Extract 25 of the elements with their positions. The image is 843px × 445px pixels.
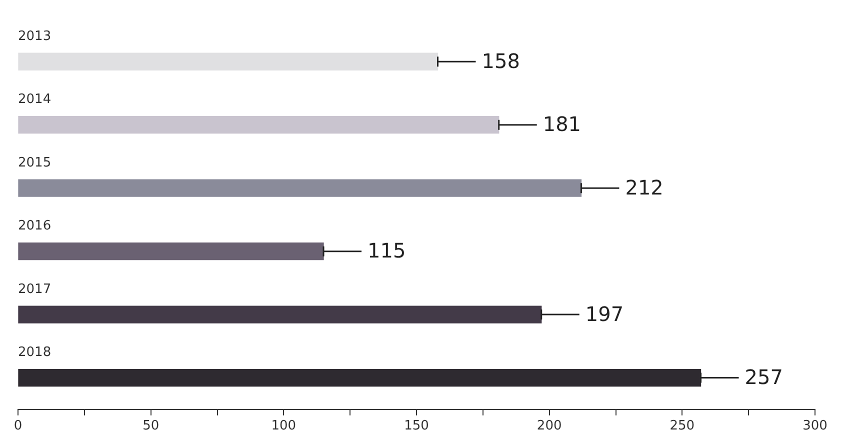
data-label: 257 (744, 364, 783, 389)
data-label: 115 (368, 238, 406, 263)
y-tick-label: 2016 (18, 218, 52, 234)
bar (18, 242, 324, 260)
x-tick-label: 250 (670, 418, 695, 434)
data-label: 197 (585, 302, 624, 326)
y-tick-label: 2014 (18, 92, 52, 108)
x-tick-label: 200 (536, 418, 562, 434)
x-tick-label: 150 (404, 418, 429, 434)
y-tick-label: 2013 (18, 28, 52, 44)
bar (18, 368, 702, 387)
data-label: 158 (482, 48, 520, 73)
bar (18, 306, 542, 324)
data-label: 212 (625, 175, 664, 200)
bar (18, 116, 500, 134)
data-label: 181 (542, 112, 582, 136)
y-tick-label: 2017 (18, 282, 52, 297)
bar (18, 179, 582, 197)
bar (18, 52, 438, 70)
x-tick-label: 100 (271, 418, 296, 434)
x-tick-label: 0 (14, 418, 22, 434)
x-tick-label: 300 (802, 418, 828, 434)
x-tick-label: 50 (142, 418, 160, 434)
y-tick-label: 2015 (18, 155, 52, 170)
y-tick-label: 2018 (18, 345, 52, 360)
